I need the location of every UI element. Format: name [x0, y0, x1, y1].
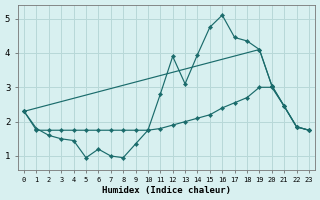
- X-axis label: Humidex (Indice chaleur): Humidex (Indice chaleur): [102, 186, 231, 195]
